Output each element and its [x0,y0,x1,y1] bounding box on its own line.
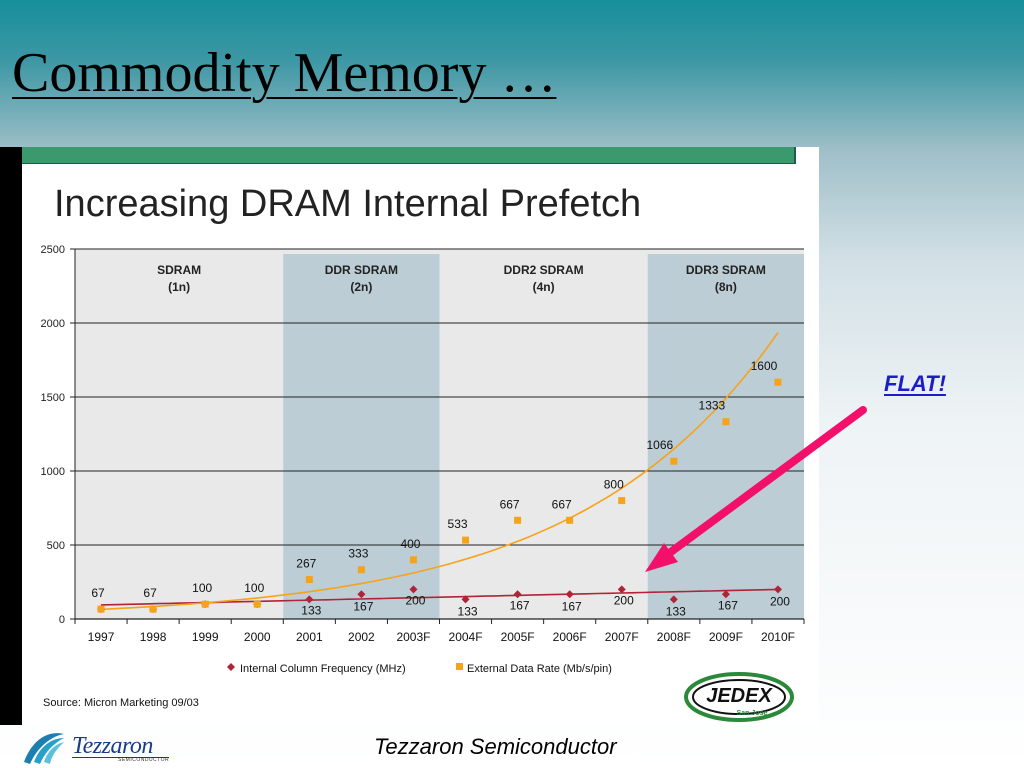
y-tick-label: 2500 [41,244,65,256]
external-rate-point [618,497,626,505]
slide-title: Commodity Memory … [12,42,557,104]
legend-label-external: External Data Rate (Mb/s/pin) [467,663,612,675]
x-tick-label: 1999 [192,630,219,644]
y-tick-label: 2000 [41,318,65,330]
data-label-internal: 167 [562,599,582,613]
external-rate-point [149,605,157,613]
data-label-external: 533 [448,517,468,531]
data-label-external: 1066 [646,438,673,452]
data-label-external: 1333 [699,399,726,413]
chart-source: Source: Micron Marketing 09/03 [43,697,199,709]
x-tick-label: 1997 [88,630,115,644]
data-label-external: 800 [604,478,624,492]
data-label-external: 267 [296,556,316,570]
internal-freq-point [513,590,522,599]
band-2 [439,254,648,619]
x-tick-label: 2008F [657,630,691,644]
external-rate-point [462,536,470,544]
y-tick-label: 0 [59,614,65,626]
logo-subtext: SEMICONDUCTOR [118,757,170,763]
trend-line-external [100,332,779,611]
chart-title: Increasing DRAM Internal Prefetch [54,183,641,225]
external-rate-point [97,605,105,613]
internal-freq-point [305,595,314,604]
band-detail: (4n) [533,280,555,294]
band-label: DDR2 SDRAM [504,263,584,277]
band-detail: (8n) [715,280,737,294]
data-label-internal: 200 [614,593,634,607]
external-rate-point [357,566,365,574]
data-label-external: 100 [192,581,212,595]
band-label: DDR SDRAM [325,263,398,277]
x-tick-label: 2005F [501,630,535,644]
data-label-external: 400 [400,537,420,551]
x-tick-label: 2006F [553,630,587,644]
data-label-internal: 133 [666,604,686,618]
logo-underline [72,757,169,758]
x-tick-label: 1998 [140,630,167,644]
external-rate-point [566,516,574,524]
external-rate-point [514,516,522,524]
x-tick-label: 2009F [709,630,743,644]
x-tick-label: 2003F [396,630,430,644]
external-rate-point [305,575,313,583]
data-label-internal: 133 [301,603,321,617]
band-detail: (2n) [350,280,372,294]
data-label-internal: 200 [405,593,425,607]
internal-freq-point [461,595,470,604]
legend-swatch-external [456,663,463,670]
jedex-badge-text: JEDEX [706,685,773,707]
data-label-internal: 167 [510,598,530,612]
footer-company: Tezzaron Semiconductor [374,734,617,759]
data-label-internal: 167 [353,599,373,613]
data-label-external: 667 [552,497,572,511]
y-tick-label: 500 [47,540,65,552]
data-label-external: 333 [348,547,368,561]
internal-freq-point [669,595,678,604]
panel-header-bar [22,147,796,164]
legend-label-internal: Internal Column Frequency (MHz) [240,663,406,675]
band-label: DDR3 SDRAM [686,263,766,277]
data-label-external: 67 [143,586,157,600]
dram-prefetch-chart: Increasing DRAM Internal Prefetch SDRAM (… [41,183,805,722]
band-0 [75,254,284,619]
data-label-external: 67 [91,586,105,600]
x-tick-label: 2002 [348,630,375,644]
x-tick-label: 2000 [244,630,271,644]
data-label-internal: 167 [718,598,738,612]
external-rate-point [201,600,209,608]
legend-swatch-internal [227,663,235,671]
flat-annotation: FLAT! [884,371,946,396]
external-rate-point [253,600,261,608]
x-tick-label: 2004F [449,630,483,644]
band-label: SDRAM [157,263,201,277]
x-tick-label: 2001 [296,630,323,644]
internal-freq-point [721,590,730,599]
data-label-internal: 200 [770,594,790,608]
data-label-external: 667 [500,497,520,511]
data-label-internal: 133 [458,604,478,618]
left-black-bar [0,147,22,725]
internal-freq-point [565,590,574,599]
jedex-badge: JEDEX San Jose [684,672,794,722]
x-tick-label: 2007F [605,630,639,644]
internal-freq-point [357,590,366,599]
data-label-external: 100 [244,581,264,595]
external-rate-point [409,556,417,564]
external-rate-point [670,457,678,465]
x-tick-label: 2010F [761,630,795,644]
internal-freq-point [617,585,626,594]
tezzaron-logo-icon [24,733,64,764]
band-detail: (1n) [168,280,190,294]
internal-freq-point [773,585,782,594]
y-tick-label: 1500 [41,392,65,404]
internal-freq-point [409,585,418,594]
external-rate-point [722,418,730,426]
logo-wordmark: Tezzaron [72,733,153,759]
data-label-external: 1600 [751,359,778,373]
external-rate-point [774,378,782,386]
y-tick-label: 1000 [41,466,65,478]
jedex-badge-subtext: San Jose [737,710,768,717]
